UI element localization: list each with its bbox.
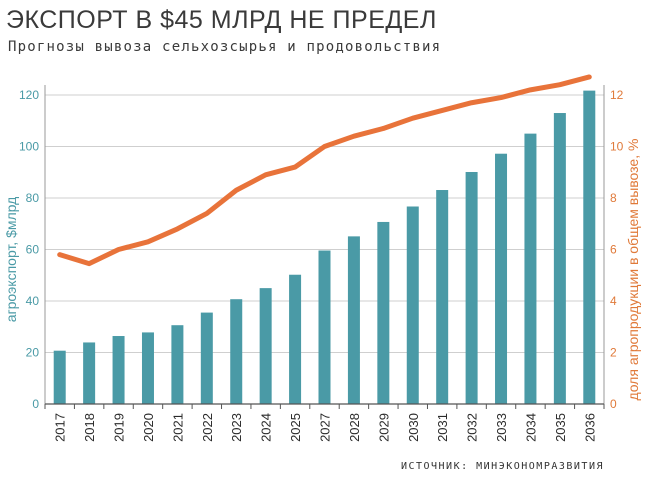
bar bbox=[347, 236, 360, 404]
x-axis-tick-label: 2020 bbox=[141, 413, 156, 442]
x-axis-tick-label: 2031 bbox=[435, 413, 450, 442]
x-axis-tick-label: 2023 bbox=[229, 413, 244, 442]
left-axis-tick-label: 20 bbox=[26, 346, 40, 360]
x-axis-tick-label: 2033 bbox=[494, 413, 509, 442]
source-note: ИСТОЧНИК: МИНЭКОНОМРАЗВИТИЯ bbox=[400, 461, 604, 472]
left-axis-tick-label: 0 bbox=[32, 397, 39, 411]
line-series bbox=[57, 74, 592, 267]
right-axis-tick-label: 6 bbox=[610, 243, 617, 257]
x-axis-tick-label: 2035 bbox=[553, 413, 568, 442]
left-axis-tick-label: 80 bbox=[26, 191, 40, 205]
bar bbox=[53, 350, 66, 404]
right-axis-title: доля агропродукции в общем вывозе, % bbox=[625, 139, 641, 401]
right-axis-tick-label: 0 bbox=[610, 397, 617, 411]
bar bbox=[230, 299, 243, 404]
x-axis-tick-label: 2019 bbox=[112, 413, 127, 442]
bar bbox=[200, 312, 213, 404]
left-axis-title: агроэкспорт, $млрд bbox=[3, 197, 19, 323]
chart-subtitle: Прогнозы вывоза сельхозсырья и продоволь… bbox=[8, 39, 442, 55]
share-line bbox=[57, 74, 592, 267]
x-axis-tick-label: 2032 bbox=[465, 413, 480, 442]
bar bbox=[436, 190, 449, 404]
bar bbox=[406, 206, 419, 404]
x-axis-tick-label: 2025 bbox=[288, 413, 303, 442]
right-axis-tick-label: 4 bbox=[610, 294, 617, 308]
bar bbox=[553, 113, 566, 405]
x-axis-tick-label: 2036 bbox=[582, 413, 597, 442]
axes bbox=[44, 85, 605, 409]
tick-labels: 0 20 40 60 80 100 120 0 2 4 6 8 10 12 2017 2018 2019 2020… bbox=[19, 88, 624, 442]
right-axis-tick-label: 10 bbox=[610, 140, 624, 154]
bar bbox=[583, 90, 596, 404]
x-axis-tick-label: 2029 bbox=[376, 413, 391, 442]
left-axis-tick-label: 120 bbox=[19, 88, 39, 102]
left-axis-tick-label: 100 bbox=[19, 140, 39, 154]
bar bbox=[318, 250, 331, 404]
left-axis-tick-label: 40 bbox=[26, 294, 40, 308]
x-axis-tick-label: 2018 bbox=[82, 413, 97, 442]
x-axis-tick-label: 2034 bbox=[523, 413, 538, 442]
x-axis-tick-label: 2027 bbox=[318, 413, 333, 442]
x-axis-tick-label: 2028 bbox=[347, 413, 362, 442]
x-axis-tick-label: 2030 bbox=[406, 413, 421, 442]
bar bbox=[83, 342, 96, 404]
bar bbox=[495, 153, 508, 404]
bar bbox=[171, 325, 184, 404]
bar bbox=[377, 221, 390, 404]
right-axis-tick-label: 2 bbox=[610, 346, 617, 360]
bar bbox=[259, 288, 272, 404]
right-axis-tick-label: 8 bbox=[610, 191, 617, 205]
x-axis-tick-label: 2021 bbox=[170, 413, 185, 442]
bar bbox=[141, 332, 154, 404]
x-axis-tick-label: 2017 bbox=[53, 413, 68, 442]
x-axis-tick-label: 2024 bbox=[259, 413, 274, 442]
bar-series bbox=[53, 90, 596, 405]
bar bbox=[524, 133, 537, 404]
left-axis-tick-label: 60 bbox=[26, 243, 40, 257]
chart-title: ЭКСПОРТ В $45 МЛРД НЕ ПРЕДЕЛ bbox=[6, 6, 437, 34]
x-axis-tick-label: 2022 bbox=[200, 413, 215, 442]
bar bbox=[465, 171, 478, 404]
bar bbox=[289, 274, 302, 404]
bar bbox=[112, 336, 125, 404]
right-axis-tick-label: 12 bbox=[610, 88, 624, 102]
